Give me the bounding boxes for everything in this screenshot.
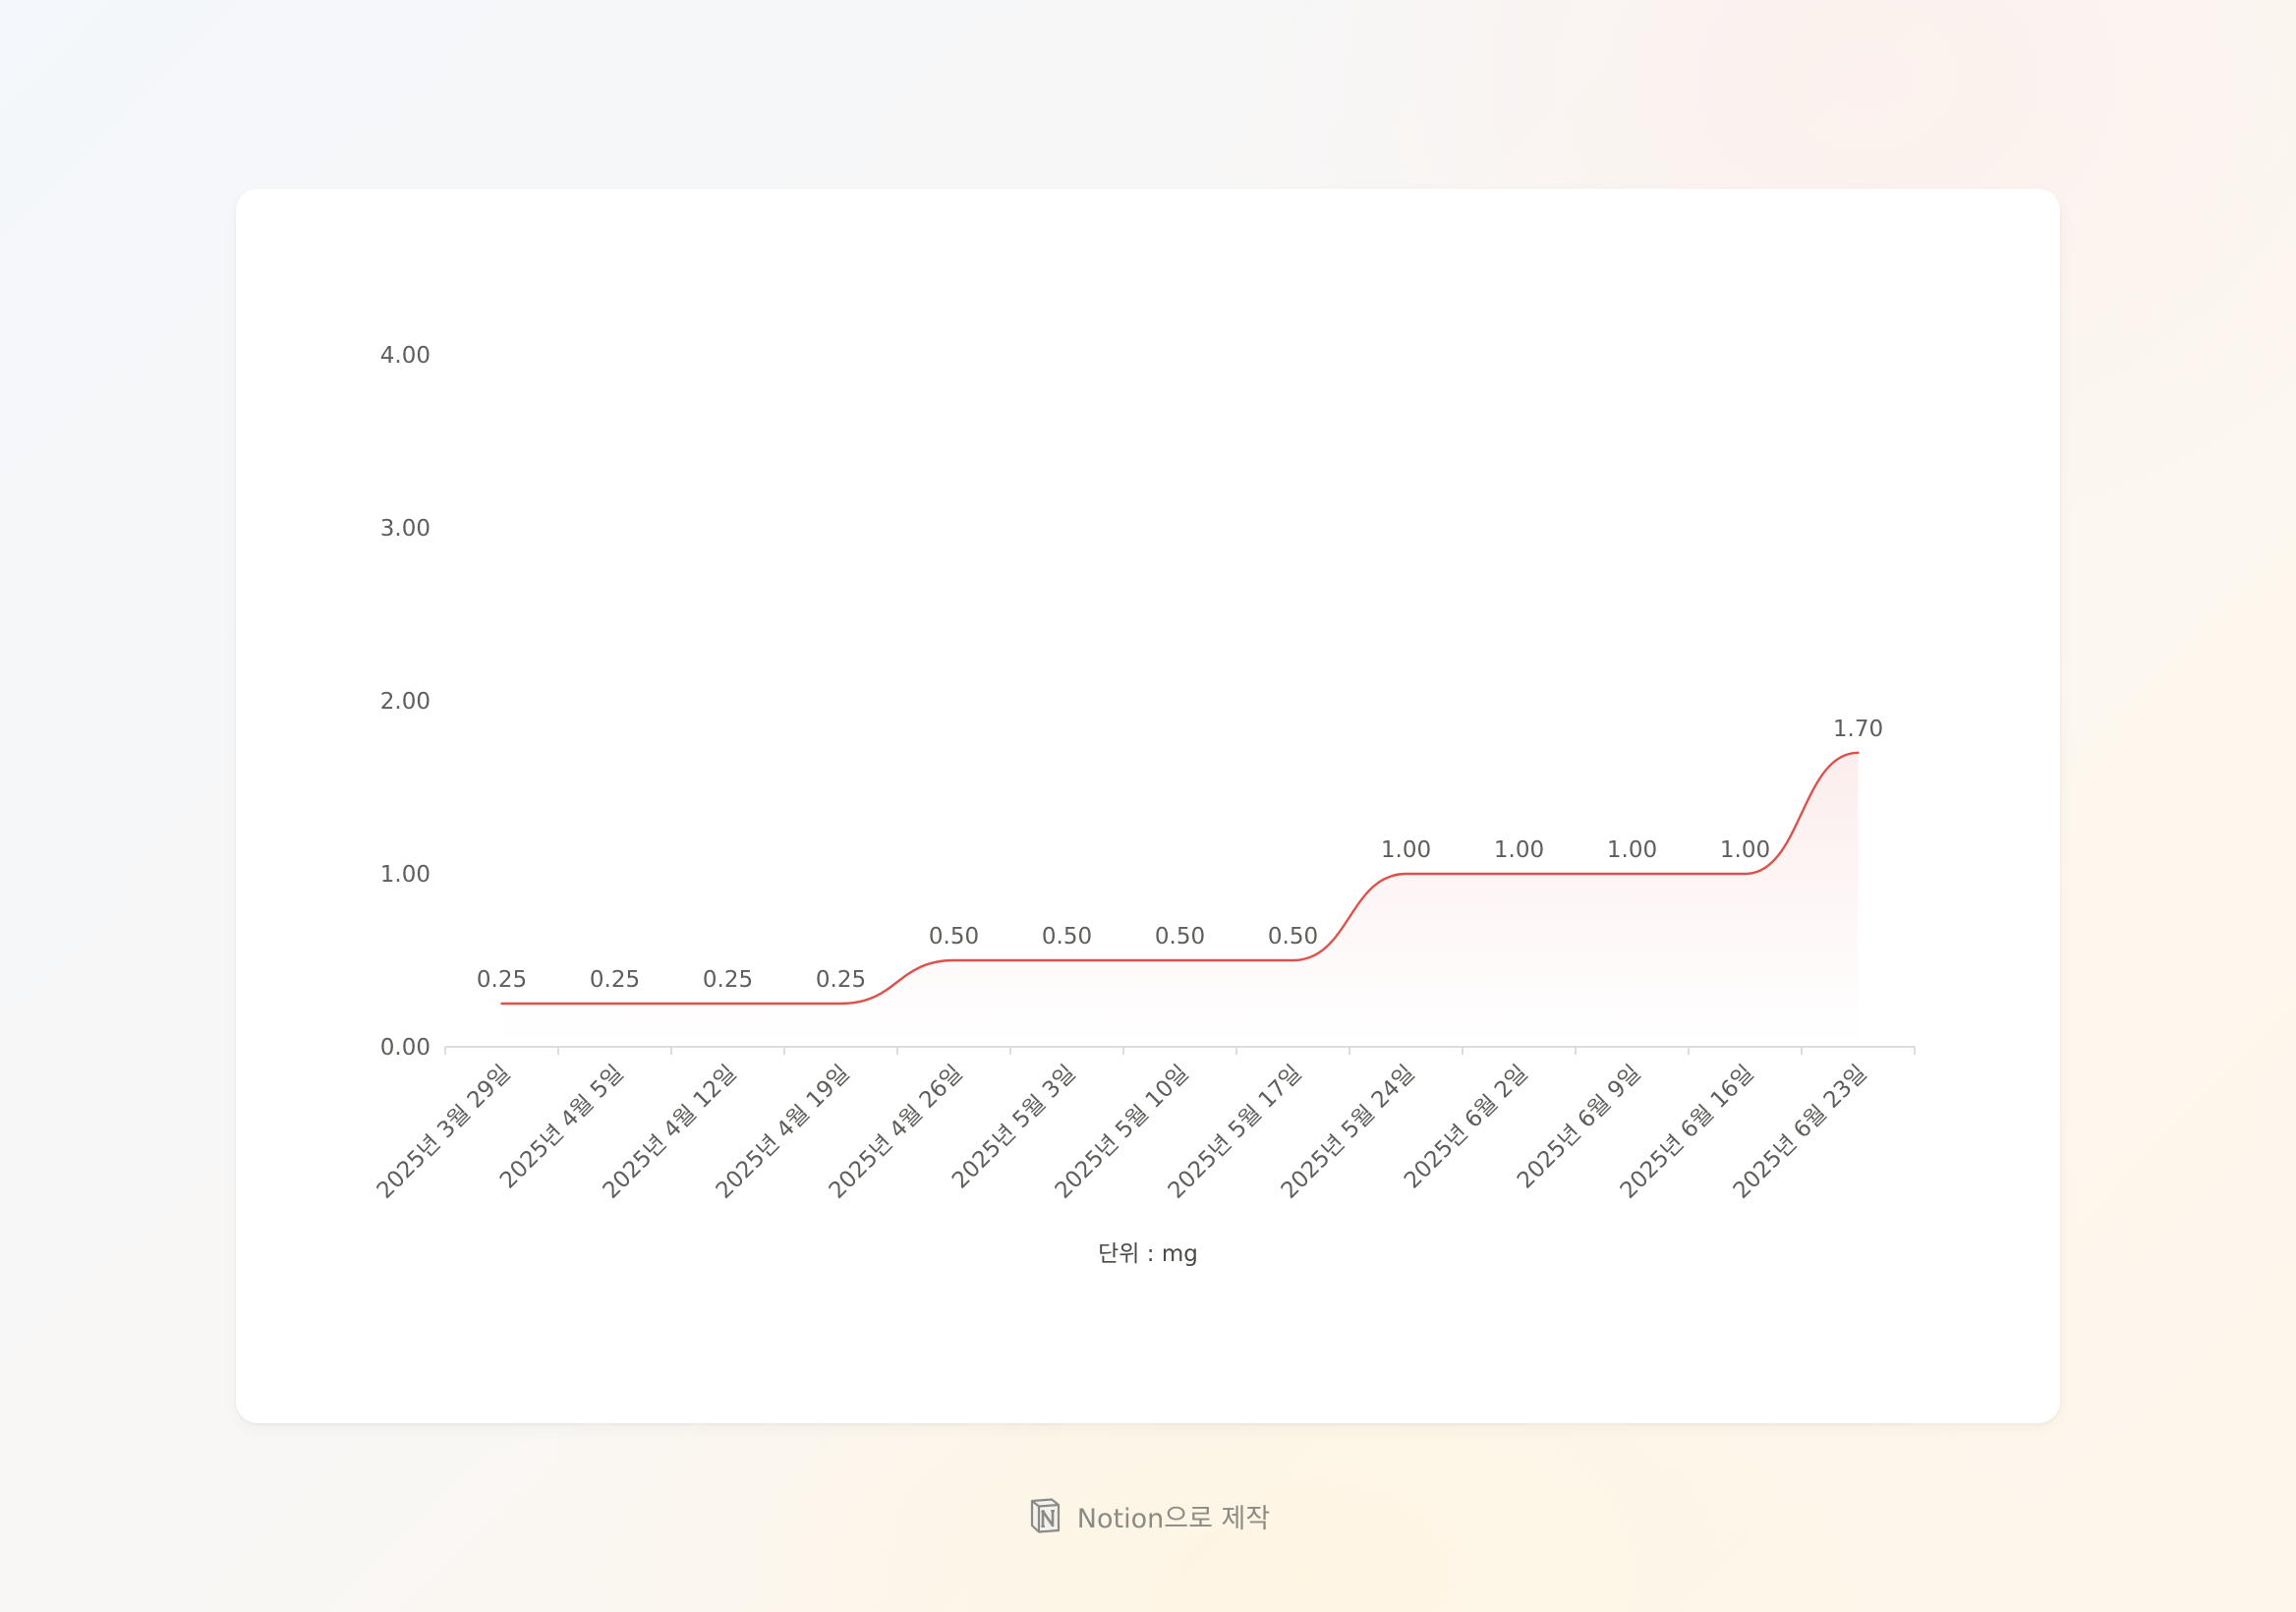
data-point[interactable] [493, 995, 511, 1012]
x-axis-title: 단위 : mg [1098, 1241, 1198, 1267]
data-point[interactable] [1059, 951, 1076, 969]
footer-label: Notion으로 제작 [1076, 1503, 1271, 1534]
data-point[interactable] [1172, 951, 1189, 969]
data-point[interactable] [1398, 865, 1415, 883]
data-label: 0.25 [477, 967, 527, 993]
data-label: 1.00 [1494, 837, 1544, 863]
data-label: 0.25 [816, 967, 866, 993]
data-labels: 0.25 0.25 0.25 0.25 0.50 0.50 0.50 0.50 1.00 1.00… [477, 717, 1883, 993]
y-tick-label: 3.00 [380, 516, 430, 542]
data-point[interactable] [719, 995, 737, 1012]
series-line [493, 744, 1867, 1047]
series-line-path [500, 751, 1860, 1006]
data-point[interactable] [832, 995, 850, 1012]
data-label: 0.50 [1155, 924, 1205, 950]
data-label: 0.50 [1042, 924, 1092, 950]
x-tick-label: 2025년 3월 29일 [373, 1061, 516, 1204]
data-point[interactable] [1511, 865, 1528, 883]
data-label: 1.70 [1833, 717, 1883, 742]
y-tick-label: 2.00 [380, 689, 430, 715]
x-tick-label: 2025년 6월 9일 [1513, 1061, 1646, 1194]
data-label: 1.00 [1381, 837, 1431, 863]
data-point[interactable] [606, 995, 624, 1012]
series-area [501, 752, 1859, 1047]
footer-made-with-notion[interactable]: Notion으로 제작 [0, 1494, 2296, 1537]
data-point[interactable] [1624, 865, 1641, 883]
x-tick-label: 2025년 4월 5일 [495, 1061, 629, 1194]
data-point[interactable] [1285, 951, 1302, 969]
data-point[interactable] [1850, 744, 1867, 762]
data-label: 0.25 [703, 967, 753, 993]
data-label: 1.00 [1607, 837, 1657, 863]
y-tick-label: 1.00 [380, 862, 430, 888]
y-axis: 0.00 1.00 2.00 3.00 4.00 [380, 343, 430, 1061]
x-tick-label: 2025년 6월 2일 [1400, 1061, 1533, 1194]
notion-logo-icon [1030, 1498, 1060, 1533]
data-label: 0.50 [929, 924, 979, 950]
data-label: 0.50 [1268, 924, 1318, 950]
chart-card [236, 189, 2060, 1423]
x-tick-label: 2025년 5월 3일 [947, 1061, 1081, 1194]
y-tick-label: 0.00 [380, 1035, 430, 1061]
data-point[interactable] [1737, 865, 1754, 883]
data-label: 0.25 [590, 967, 640, 993]
y-tick-label: 4.00 [380, 343, 430, 369]
data-label: 1.00 [1720, 837, 1770, 863]
data-point[interactable] [946, 951, 963, 969]
